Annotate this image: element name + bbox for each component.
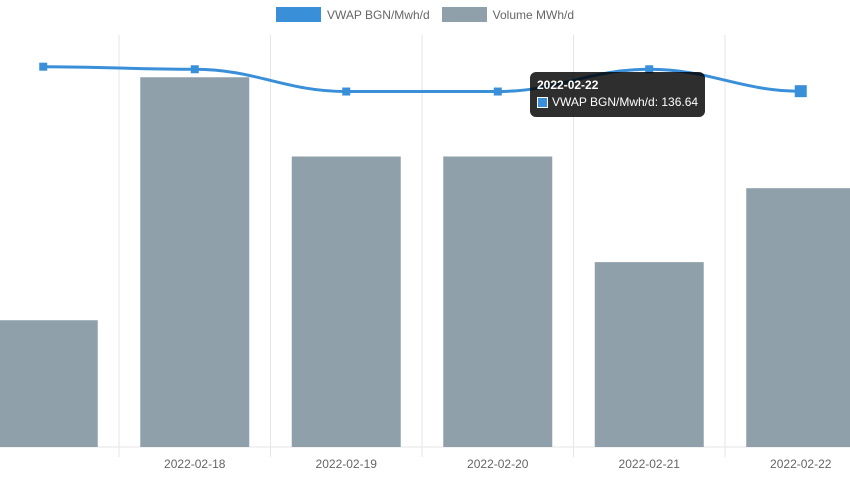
legend-label-vwap: VWAP BGN/Mwh/d xyxy=(326,7,430,22)
volume-bars xyxy=(0,77,850,447)
x-axis: 2022-02-18 2022-02-19 2022-02-20 2022-02-21… xyxy=(164,457,832,471)
grid-lines xyxy=(0,35,850,457)
tooltip-value: VWAP BGN/Mwh/d: 136.64 xyxy=(552,95,699,109)
x-tick-label-2022-02-22: 2022-02-22 xyxy=(770,457,832,471)
legend-item-volume[interactable]: Volume MWh/d xyxy=(441,7,575,22)
x-tick-label-2022-02-20: 2022-02-20 xyxy=(467,457,529,471)
vwap-line-path xyxy=(43,65,801,94)
chart-legend: VWAP BGN/Mwh/d Volume MWh/d xyxy=(0,7,850,22)
volume-bar-2022-02-21 xyxy=(594,262,704,447)
x-tick-label-2022-02-18: 2022-02-18 xyxy=(164,457,226,471)
legend-label-volume: Volume MWh/d xyxy=(492,7,575,22)
tooltip-title: 2022-02-22 xyxy=(537,78,599,92)
legend-swatch-vwap xyxy=(275,7,321,22)
chart-tooltip: 2022-02-22 VWAP BGN/Mwh/d: 136.64 xyxy=(530,72,706,117)
x-tick-label-2022-02-19: 2022-02-19 xyxy=(316,457,378,471)
vwap-point-2022-02-19 xyxy=(342,87,351,96)
volume-bar-2022-02-18 xyxy=(140,77,250,447)
legend-item-vwap[interactable]: VWAP BGN/Mwh/d xyxy=(275,7,430,22)
vwap-point-2022-02-20 xyxy=(493,87,502,96)
volume-bar-2022-02-19 xyxy=(291,156,401,447)
legend-swatch-volume xyxy=(441,7,487,22)
vwap-point-2022-02-17 xyxy=(39,62,48,71)
vwap-point-2022-02-18 xyxy=(190,65,199,74)
volume-bar-2022-02-20 xyxy=(443,156,553,447)
vwap-point-2022-02-22 xyxy=(794,85,807,98)
vwap-line xyxy=(39,62,807,98)
volume-bar-2022-02-22 xyxy=(746,188,850,447)
vwap-point-2022-02-21 xyxy=(645,65,654,74)
volume-bar-2022-02-17 xyxy=(0,320,98,447)
tooltip-row: VWAP BGN/Mwh/d: 136.64 xyxy=(537,94,698,111)
tooltip-swatch xyxy=(537,97,548,108)
x-tick-label-2022-02-21: 2022-02-21 xyxy=(619,457,681,471)
